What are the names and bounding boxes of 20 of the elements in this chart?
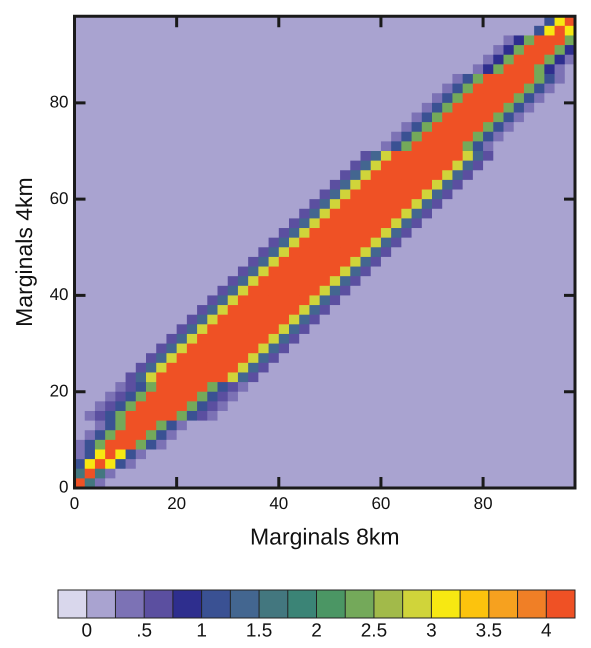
x-tick-label: 20	[167, 494, 186, 513]
color-bar-label: 1	[196, 620, 207, 642]
x-tick-label: 80	[474, 494, 493, 513]
y-tick-label: 80	[50, 92, 69, 112]
color-bar-label: 2.5	[360, 620, 388, 642]
color-bar-label: 3	[426, 620, 437, 642]
y-tick-label: 60	[50, 188, 69, 208]
color-bar-label: 1.5	[246, 620, 272, 642]
x-tick-label: 40	[269, 494, 288, 513]
color-bar-label: 0	[81, 620, 92, 642]
y-tick-label: 0	[59, 478, 69, 497]
y-tick-label: 20	[50, 381, 69, 400]
color-bar-label: 2	[311, 620, 322, 642]
x-tick-label: 60	[371, 494, 390, 513]
color-bar-label: 3.5	[476, 620, 502, 642]
y-axis-title: Marginals 4km	[11, 177, 38, 327]
color-bar-label: 4	[540, 620, 552, 642]
x-axis-title: Marginals 8km	[250, 524, 400, 550]
y-tick-label: 40	[50, 285, 69, 304]
color-bar-label: .5	[136, 620, 152, 642]
